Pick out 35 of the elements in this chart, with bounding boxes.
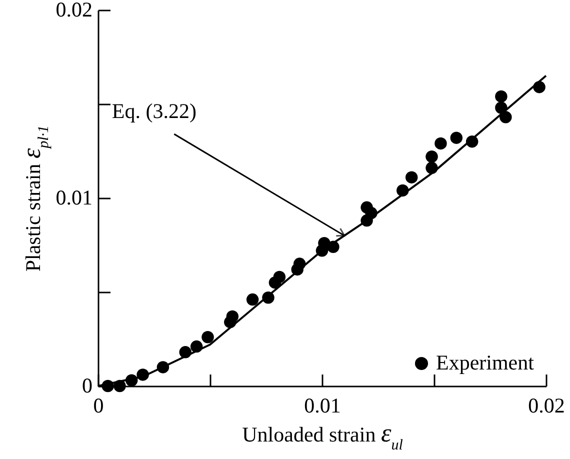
point [190, 340, 203, 353]
point [434, 137, 447, 150]
point [450, 132, 463, 144]
point [125, 374, 138, 386]
point [156, 361, 170, 374]
point [114, 380, 126, 392]
y-tick-label: 0 [82, 374, 92, 398]
point [426, 150, 438, 163]
point [202, 331, 214, 344]
point [396, 184, 409, 197]
annotation: Eq. (3.22) [112, 99, 196, 124]
point [495, 102, 508, 114]
point [466, 135, 478, 148]
point [246, 293, 259, 306]
point [365, 206, 378, 220]
y-tick-label: 0.01 [56, 186, 92, 210]
point [426, 162, 438, 174]
point [179, 346, 192, 358]
x-axis-title: Unloaded strain ε$_{ul}$ [242, 418, 403, 454]
point [405, 171, 418, 184]
x-tick-label: 0.02 [528, 394, 565, 418]
point [226, 310, 239, 323]
point [136, 368, 149, 381]
point [533, 80, 546, 94]
point [102, 380, 114, 392]
x-tick-label: 0.01 [304, 394, 341, 418]
point [316, 244, 328, 257]
legend-label: Experiment [436, 350, 534, 374]
point [273, 270, 286, 284]
point [262, 292, 274, 304]
y-tick-label: 0.02 [56, 0, 92, 22]
point [500, 111, 512, 124]
point [495, 90, 508, 103]
point [293, 258, 306, 270]
point [327, 240, 340, 253]
